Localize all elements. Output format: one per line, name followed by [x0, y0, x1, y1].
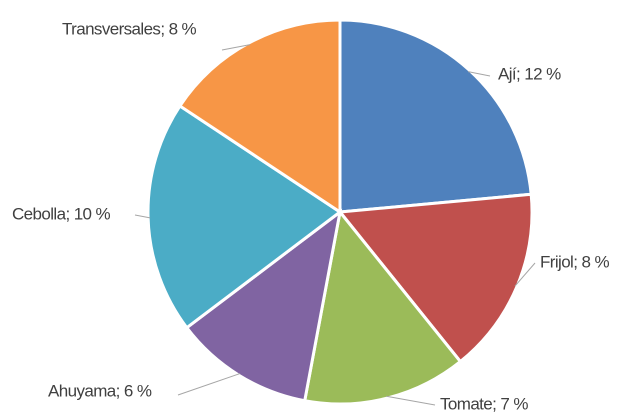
data-label: Ahuyama; 6 %: [48, 381, 152, 400]
pie-slice: [184, 208, 343, 403]
pie-slice: [177, 18, 342, 215]
data-label: Cebolla; 10 %: [12, 204, 111, 223]
leader-line: [514, 262, 536, 287]
data-label: Tomate; 7 %: [440, 394, 528, 413]
leader-line: [221, 44, 251, 51]
data-label: Transversales; 8 %: [62, 19, 197, 38]
leader-line: [134, 214, 151, 219]
pie-slice: [337, 192, 534, 364]
leader-line: [467, 71, 491, 77]
data-label: Frijol; 8 %: [540, 252, 609, 271]
leader-line: [386, 395, 436, 406]
pie-slice: [338, 18, 533, 214]
data-label: Ají; 12 %: [498, 64, 561, 83]
leader-line: [177, 373, 241, 396]
pie-slice: [302, 208, 463, 406]
